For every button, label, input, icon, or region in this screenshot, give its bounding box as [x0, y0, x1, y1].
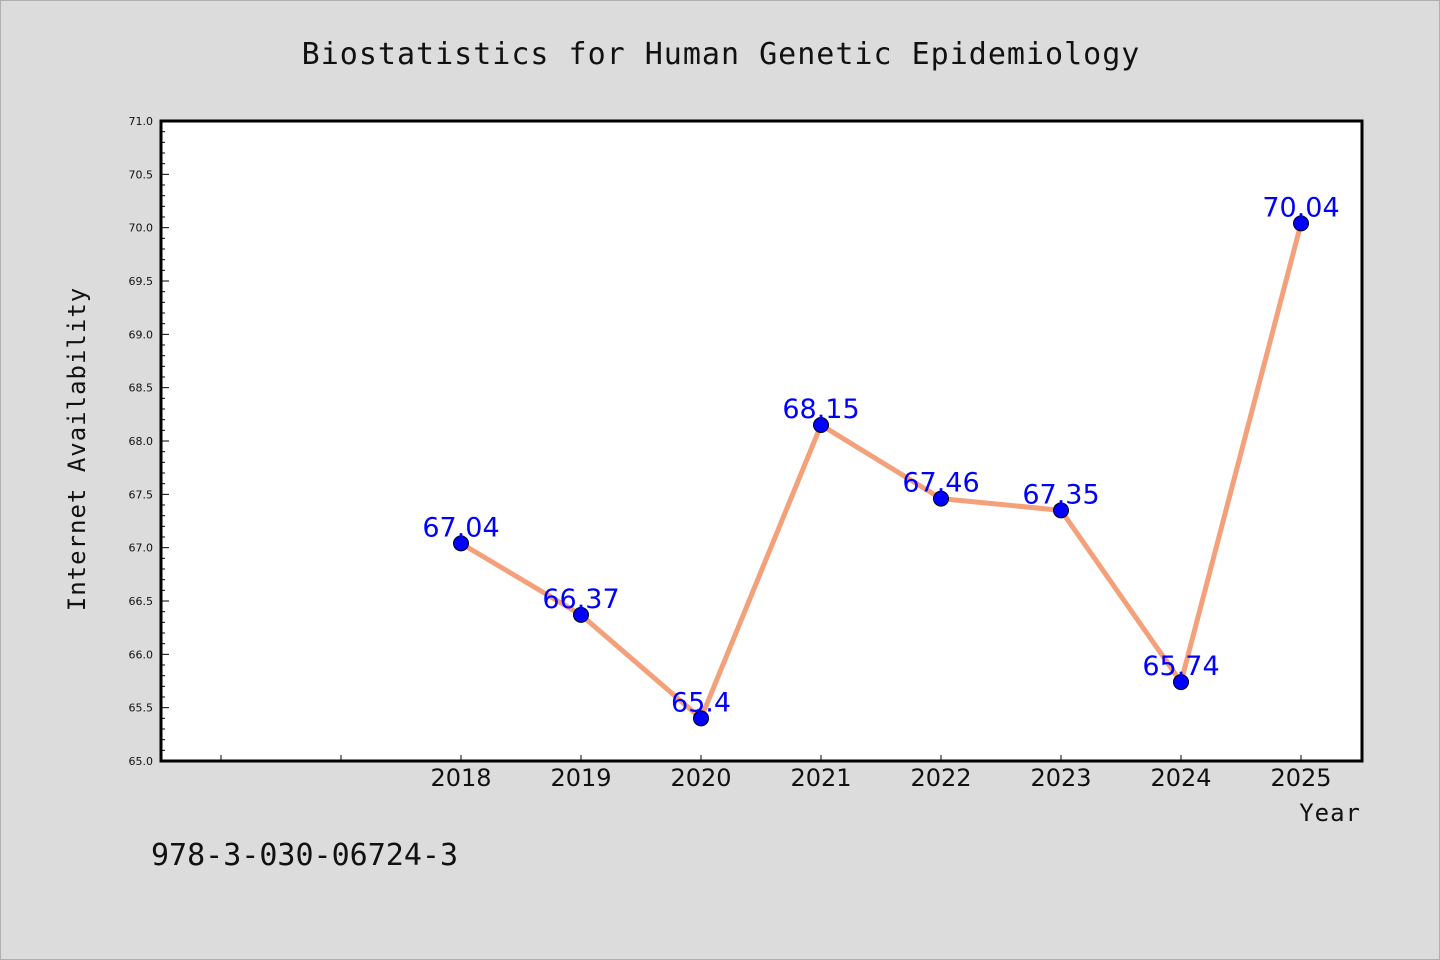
data-label: 66.37	[542, 584, 619, 615]
x-tick-label: 2020	[670, 764, 731, 792]
data-label: 65.74	[1142, 651, 1219, 682]
y-tick-label: 71.0	[129, 115, 154, 128]
x-tick-label: 2022	[910, 764, 971, 792]
y-tick-label: 68.0	[129, 435, 154, 448]
data-label: 65.4	[671, 687, 731, 718]
data-point	[1053, 502, 1069, 519]
chart-title: Biostatistics for Human Genetic Epidemio…	[302, 37, 1141, 72]
y-axis: 65.0 65.5 66.0 66.5 67.0 67.5 68.0 68.5 69.0 69.5…	[129, 115, 169, 768]
x-tick-label: 2023	[1030, 764, 1091, 792]
y-tick-label: 65.5	[129, 702, 154, 715]
x-tick-label: 2019	[550, 764, 611, 792]
data-point	[1293, 215, 1309, 232]
y-axis-label: Internet Availability	[63, 287, 91, 611]
data-label: 67.04	[422, 512, 499, 543]
series-layer: 67.04 66.37 65.4 68.15 67.46 67.35 65.74 70.04	[422, 192, 1340, 727]
y-tick-label: 67.5	[129, 488, 154, 501]
data-point	[573, 606, 589, 623]
data-label: 68.15	[782, 394, 859, 425]
y-tick-label: 66.5	[129, 595, 154, 608]
data-point	[1173, 674, 1189, 691]
data-point	[813, 417, 829, 433]
y-tick-label: 67.0	[129, 542, 154, 555]
isbn-text: 978-3-030-06724-3	[151, 838, 458, 873]
y-tick-label: 70.5	[129, 168, 154, 181]
data-point	[453, 535, 469, 552]
series-line	[458, 220, 1304, 721]
x-tick-label: 2018	[430, 764, 491, 792]
y-tick-label: 65.0	[129, 755, 154, 768]
data-label: 67.46	[902, 468, 979, 499]
y-tick-label: 66.0	[129, 648, 154, 661]
x-axis: 2018 2019 2020 2021 2022 2023 2024 2025	[220, 755, 1332, 792]
data-point	[693, 710, 709, 727]
data-point	[933, 490, 949, 507]
y-tick-label: 68.5	[129, 382, 154, 395]
data-label: 70.04	[1262, 192, 1339, 223]
x-tick-label: 2025	[1270, 764, 1331, 792]
x-axis-label: Year	[1299, 799, 1361, 827]
x-tick-label: 2024	[1150, 764, 1211, 792]
x-tick-label: 2021	[790, 764, 851, 792]
y-tick-label: 69.5	[129, 275, 154, 288]
y-tick-label: 69.0	[129, 328, 154, 341]
y-tick-label: 70.0	[129, 222, 154, 235]
data-label: 67.35	[1022, 479, 1099, 510]
